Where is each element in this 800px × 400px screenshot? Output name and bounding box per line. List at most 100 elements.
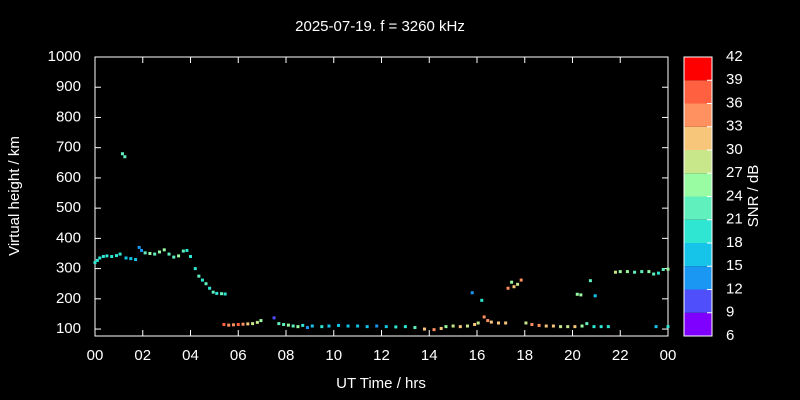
colorbar-tick-label: 18 xyxy=(726,234,743,251)
data-point xyxy=(241,322,245,326)
data-point xyxy=(157,250,161,254)
data-point xyxy=(530,323,534,327)
data-point xyxy=(189,255,192,259)
data-point xyxy=(204,282,208,286)
x-tick-label: 12 xyxy=(373,347,390,364)
y-tick-label: 700 xyxy=(56,139,81,156)
data-point xyxy=(337,323,341,327)
x-tick-label: 06 xyxy=(230,347,247,364)
data-point xyxy=(223,292,227,296)
plot-frame xyxy=(94,56,669,337)
data-point xyxy=(114,254,118,258)
data-point xyxy=(327,324,331,328)
data-point xyxy=(365,325,369,329)
data-point xyxy=(394,325,398,329)
data-point xyxy=(439,326,443,330)
data-point xyxy=(544,324,548,328)
data-point xyxy=(647,270,651,274)
data-point xyxy=(167,252,171,256)
data-point xyxy=(652,272,656,276)
data-point xyxy=(656,271,660,275)
data-point xyxy=(200,278,204,282)
y-tick-label: 600 xyxy=(56,169,81,186)
data-point xyxy=(654,325,658,329)
data-point xyxy=(277,322,281,326)
data-point xyxy=(473,323,477,327)
data-point xyxy=(573,325,577,329)
data-point xyxy=(236,323,240,327)
data-point xyxy=(640,270,644,274)
data-point xyxy=(580,324,584,328)
data-point xyxy=(506,286,510,290)
x-tick-label: 16 xyxy=(469,347,486,364)
data-point xyxy=(482,315,486,319)
chart-title: 2025-07-19. f = 3260 kHz xyxy=(295,18,465,35)
x-tick-label: 14 xyxy=(421,347,438,364)
data-point xyxy=(137,245,141,249)
data-point xyxy=(143,251,147,255)
colorbar-tick-label: 42 xyxy=(726,48,743,65)
data-point xyxy=(451,324,455,328)
colorbar-tick-label: 9 xyxy=(726,304,734,321)
data-point xyxy=(140,248,144,252)
data-point xyxy=(148,251,152,255)
colorbar-tick-label: 36 xyxy=(726,94,743,111)
data-point xyxy=(470,291,474,295)
data-point xyxy=(208,286,212,290)
data-point xyxy=(496,321,500,325)
data-point xyxy=(227,323,231,327)
data-point xyxy=(592,325,596,329)
data-point xyxy=(510,280,514,284)
colorbar-tick-label: 21 xyxy=(726,211,743,228)
data-point xyxy=(384,325,388,329)
data-point xyxy=(291,324,295,328)
data-point xyxy=(486,319,490,323)
data-point xyxy=(476,321,480,325)
data-point xyxy=(537,323,541,327)
colorbar-tick-label: 12 xyxy=(726,280,743,297)
x-tick-label: 02 xyxy=(134,347,151,364)
colorbar-band xyxy=(684,289,712,313)
colorbar-band xyxy=(684,219,712,243)
colorbar-band xyxy=(684,266,712,290)
x-tick-label: 18 xyxy=(516,347,533,364)
x-tick-label: 22 xyxy=(612,347,629,364)
data-point xyxy=(222,323,226,327)
data-point xyxy=(465,324,469,328)
x-tick-label: 04 xyxy=(182,347,199,364)
data-point xyxy=(666,267,670,271)
data-point xyxy=(197,274,201,278)
data-point xyxy=(519,278,523,282)
data-point xyxy=(211,290,215,294)
data-point xyxy=(246,322,250,326)
y-tick-label: 200 xyxy=(56,290,81,307)
data-point xyxy=(489,320,493,324)
colorbar-band xyxy=(684,80,712,104)
colorbar-band xyxy=(684,173,712,197)
data-point xyxy=(129,257,133,261)
data-point xyxy=(432,328,436,332)
data-point xyxy=(123,155,127,159)
data-point xyxy=(613,270,617,274)
x-tick-label: 00 xyxy=(87,347,104,364)
y-tick-label: 500 xyxy=(56,199,81,216)
colorbar-label: SNR / dB xyxy=(745,165,762,228)
data-point xyxy=(118,252,122,256)
data-point xyxy=(296,325,300,329)
colorbar-band xyxy=(684,312,712,336)
data-point xyxy=(633,270,637,274)
data-point xyxy=(403,325,407,329)
data-point xyxy=(413,326,417,330)
data-point xyxy=(220,292,224,296)
colorbar-band xyxy=(684,196,712,220)
data-point xyxy=(110,255,114,259)
colorbar-tick-label: 27 xyxy=(726,164,743,181)
data-point xyxy=(559,325,563,329)
data-point xyxy=(566,325,570,329)
data-point xyxy=(231,323,235,327)
colorbar-tick-label: 6 xyxy=(726,327,734,344)
y-tick-label: 900 xyxy=(56,78,81,95)
data-point xyxy=(504,321,508,325)
colorbar-tick-label: 39 xyxy=(726,71,743,88)
